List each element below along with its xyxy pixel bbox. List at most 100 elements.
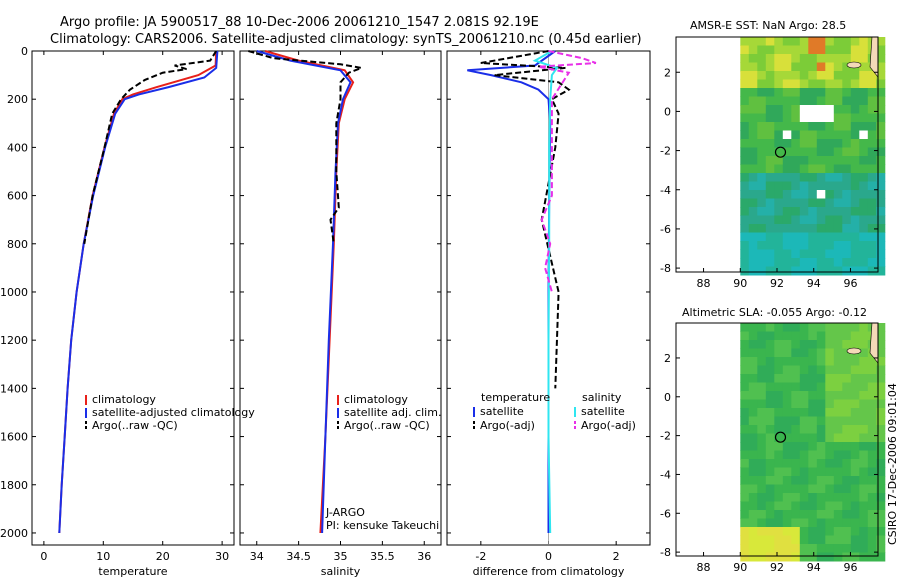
- map-cell: [765, 331, 775, 341]
- map-cell: [833, 130, 843, 140]
- map-cell: [799, 113, 809, 123]
- map-cell: [757, 374, 767, 383]
- map-cell: [825, 164, 835, 174]
- map-cell: [816, 190, 826, 199]
- map-cell: [833, 459, 843, 468]
- map-cell: [816, 173, 826, 182]
- map-cell: [842, 391, 852, 400]
- map-cell: [791, 382, 801, 392]
- map-cell: [748, 467, 758, 477]
- map-cell: [782, 122, 792, 131]
- map-cell: [799, 45, 809, 55]
- map-cell: [765, 399, 775, 409]
- map-cell: [816, 241, 826, 250]
- map-cell: [774, 54, 784, 63]
- map-cell: [748, 433, 758, 443]
- y-tick-label: 0: [664, 391, 671, 404]
- map-cell: [774, 130, 784, 140]
- map-cell: [757, 224, 767, 233]
- map-cell: [748, 241, 758, 250]
- map-cell: [833, 249, 843, 259]
- map-cell: [782, 348, 792, 358]
- map-cell: [833, 207, 843, 216]
- map-cell: [791, 249, 801, 259]
- map-cell: [859, 266, 869, 276]
- map-cell: [825, 527, 835, 536]
- map-cell: [859, 340, 869, 349]
- map-cell: [774, 416, 784, 426]
- map-cell: [876, 442, 886, 451]
- map-cell: [867, 147, 877, 157]
- map-cell: [876, 241, 886, 250]
- map-cell: [740, 391, 750, 400]
- map-cell: [850, 391, 860, 400]
- map-cell: [816, 130, 826, 140]
- map-cell: [859, 391, 869, 400]
- map-cell: [816, 122, 826, 131]
- map-cell: [867, 535, 877, 545]
- map-cell: [825, 207, 835, 216]
- map-cell: [867, 173, 877, 182]
- map-cell: [740, 71, 750, 80]
- map-cell: [833, 215, 843, 225]
- map-cell: [859, 88, 869, 97]
- map-cell: [833, 105, 843, 114]
- map-cell: [791, 96, 801, 106]
- map-cell: [748, 493, 758, 502]
- map-cell: [757, 105, 767, 114]
- map-cell: [816, 45, 826, 55]
- map-cell: [757, 433, 767, 443]
- map-cell: [782, 79, 792, 89]
- map-cell: [782, 527, 792, 536]
- series-line-salinity-argo-adj-: [538, 50, 597, 293]
- map-cell: [850, 535, 860, 545]
- map-cell: [765, 416, 775, 426]
- map-cell: [808, 467, 818, 477]
- temperature-legend: climatology satellite-adjusted climatolo…: [85, 393, 255, 432]
- map-cell: [867, 190, 877, 199]
- map-cell: [859, 224, 869, 233]
- map-cell: [799, 527, 809, 536]
- map-cell: [842, 71, 852, 80]
- map-cell: [876, 96, 886, 106]
- map-cell: [765, 96, 775, 106]
- y-tick-label: 0: [21, 45, 28, 58]
- map-cell: [876, 79, 886, 89]
- map-cell: [816, 164, 826, 174]
- map-cell: [808, 476, 818, 485]
- map-cell: [774, 357, 784, 366]
- legend-label: satellite adj. clim.: [344, 406, 441, 419]
- x-tick-label: 0: [545, 550, 552, 563]
- map-cell: [876, 181, 886, 191]
- y-tick-label: 800: [7, 238, 28, 251]
- map-cell: [791, 484, 801, 494]
- map-cell: [859, 147, 869, 157]
- map-cell: [808, 71, 818, 80]
- map-cell: [816, 408, 826, 417]
- series-line-climatology: [58, 50, 218, 534]
- map-cell: [774, 266, 784, 276]
- map-cell: [808, 425, 818, 434]
- map-cell: [808, 164, 818, 174]
- map-cell: [833, 156, 843, 165]
- map-cell: [799, 450, 809, 460]
- map-cell: [850, 45, 860, 55]
- map-cell: [833, 241, 843, 250]
- map-cell: [765, 484, 775, 494]
- map-cell: [850, 164, 860, 174]
- map-cell: [748, 181, 758, 191]
- y-tick-label: -8: [660, 546, 671, 559]
- map-cell: [791, 433, 801, 443]
- map-cell: [740, 442, 750, 451]
- map-cell: [816, 425, 826, 434]
- map-cell: [825, 544, 835, 553]
- map-cell: [859, 450, 869, 460]
- map-cell: [850, 79, 860, 89]
- map-cell: [850, 544, 860, 553]
- map-cell: [740, 323, 750, 332]
- map-cell: [850, 122, 860, 131]
- map-cell: [765, 156, 775, 165]
- map-cell: [782, 510, 792, 519]
- map-cell: [757, 467, 767, 477]
- map-cell: [808, 416, 818, 426]
